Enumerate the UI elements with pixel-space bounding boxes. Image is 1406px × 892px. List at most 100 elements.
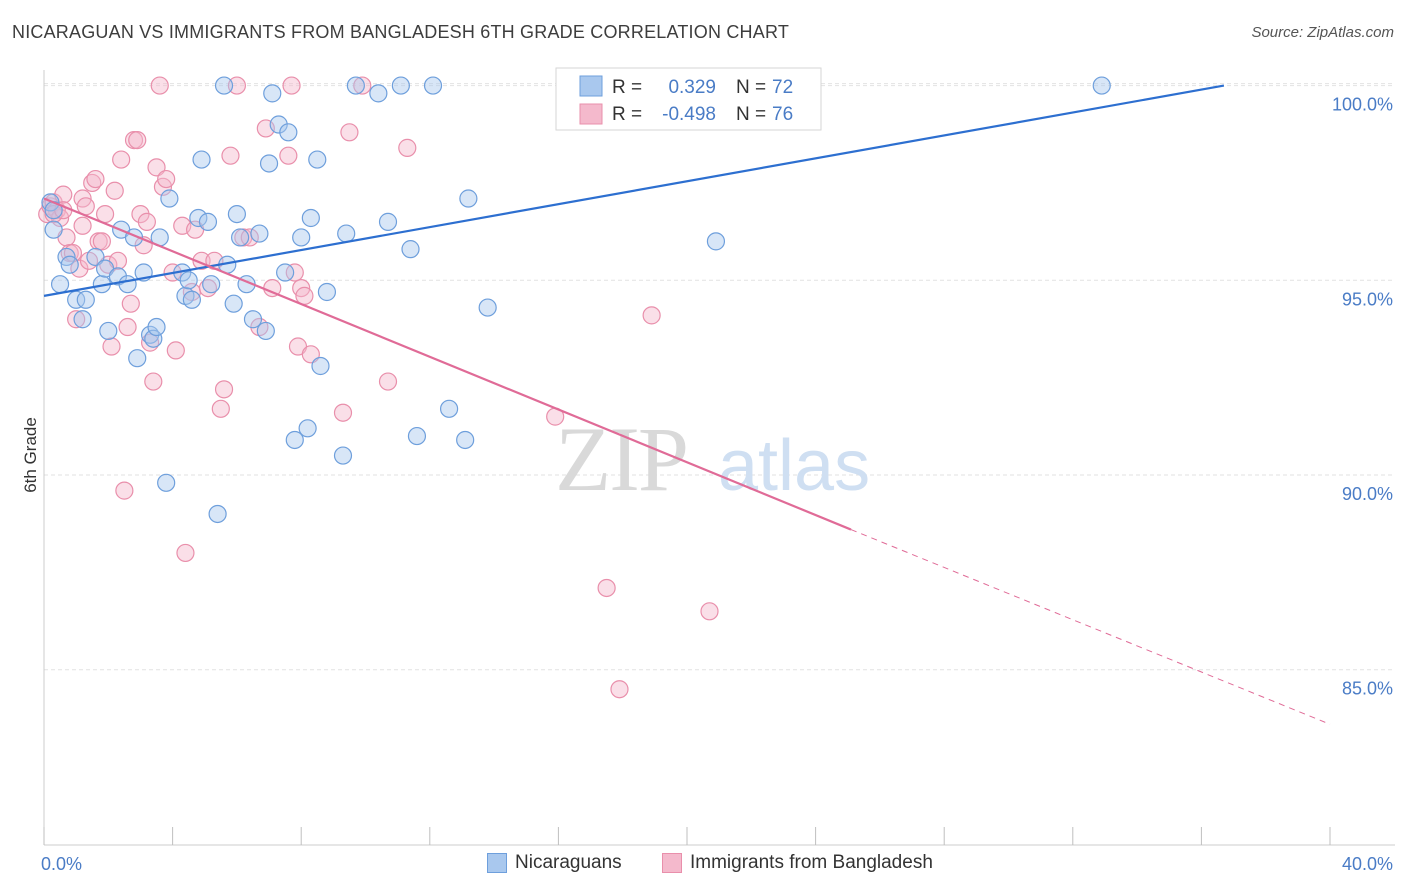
point-nicaraguans — [308, 150, 327, 169]
point-nicaraguans — [227, 204, 246, 224]
point-bangladesh — [398, 138, 417, 157]
point-nicaraguans — [456, 430, 475, 450]
point-bangladesh — [147, 158, 166, 177]
correlation-legend: R = 0.329 N = 72 R = -0.498 N = 76 — [555, 67, 822, 131]
legend-n-value-1: 72 — [772, 77, 793, 98]
point-bangladesh — [73, 216, 92, 235]
point-bangladesh — [642, 306, 661, 325]
point-nicaraguans — [60, 255, 79, 274]
point-nicaraguans — [67, 290, 86, 309]
point-bangladesh — [597, 578, 616, 598]
legend-item-bangladesh: Immigrants from Bangladesh — [662, 852, 933, 874]
point-nicaraguans — [192, 150, 211, 169]
point-bangladesh — [166, 341, 185, 360]
point-bangladesh — [102, 337, 121, 356]
point-nicaraguans — [157, 473, 176, 492]
point-bangladesh — [121, 294, 140, 313]
point-bangladesh — [115, 481, 134, 500]
point-bangladesh — [137, 212, 156, 231]
point-nicaraguans — [259, 154, 279, 173]
point-nicaraguans — [118, 275, 137, 294]
point-nicaraguans — [276, 263, 295, 282]
trend-line-nicaraguans — [43, 84, 1225, 297]
point-bangladesh — [221, 146, 240, 165]
point-bangladesh — [92, 232, 111, 251]
point-bangladesh — [157, 169, 176, 189]
point-bangladesh — [150, 76, 169, 95]
point-bangladesh — [700, 602, 719, 621]
point-bangladesh — [227, 76, 246, 95]
point-nicaraguans — [214, 76, 234, 95]
point-nicaraguans — [301, 208, 320, 228]
legend-item-nicaraguans: Nicaraguans — [487, 852, 622, 874]
points-bangladesh — [38, 76, 719, 699]
point-nicaraguans — [706, 232, 726, 251]
point-nicaraguans — [147, 317, 166, 337]
legend-n-label-1: N = — [736, 77, 766, 98]
y-tick-label: 95.0% — [1342, 289, 1393, 309]
point-nicaraguans — [208, 504, 227, 524]
point-bangladesh — [214, 380, 234, 399]
point-nicaraguans — [179, 271, 198, 290]
point-nicaraguans — [76, 290, 95, 309]
point-bangladesh — [128, 131, 147, 150]
legend-r-value-1: 0.329 — [668, 77, 716, 98]
legend-swatch-pink — [579, 103, 603, 125]
point-nicaraguans — [86, 247, 105, 267]
grid-lines — [44, 83, 1395, 671]
point-bangladesh — [70, 259, 89, 278]
point-nicaraguans — [182, 290, 201, 309]
point-nicaraguans — [478, 298, 497, 317]
point-nicaraguans — [231, 228, 250, 247]
point-nicaraguans — [160, 189, 179, 208]
x-tick-label-max: 40.0% — [1342, 854, 1393, 874]
watermark: ZIP atlas — [555, 408, 870, 510]
point-bangladesh — [353, 76, 372, 95]
point-nicaraguans — [279, 123, 298, 142]
point-nicaraguans — [369, 84, 388, 103]
trend-line-bangladesh-extrapolated — [850, 529, 1331, 725]
point-nicaraguans — [292, 228, 311, 247]
point-nicaraguans — [407, 426, 427, 446]
legend-n-label-2: N = — [736, 104, 766, 125]
point-bangladesh — [240, 228, 259, 247]
point-bangladesh — [67, 310, 86, 329]
point-nicaraguans — [243, 310, 263, 329]
point-nicaraguans — [44, 220, 63, 239]
point-bangladesh — [340, 123, 359, 142]
point-nicaraguans — [256, 321, 275, 341]
point-bangladesh — [285, 263, 304, 282]
point-nicaraguans — [224, 294, 243, 313]
point-nicaraguans — [198, 212, 218, 231]
point-nicaraguans — [99, 321, 118, 341]
legend-swatch-bangladesh — [662, 853, 682, 873]
legend-r-label-2: R = — [612, 104, 642, 125]
watermark-atlas: atlas — [718, 426, 870, 506]
point-nicaraguans — [108, 267, 128, 286]
legend-r-label-1: R = — [612, 77, 642, 98]
point-nicaraguans — [250, 224, 269, 243]
point-nicaraguans — [317, 282, 337, 302]
point-bangladesh — [301, 345, 320, 364]
point-nicaraguans — [401, 240, 420, 259]
point-bangladesh — [144, 372, 163, 391]
point-nicaraguans — [50, 275, 70, 294]
legend-swatch-nicaraguans — [487, 853, 507, 873]
point-bangladesh — [610, 680, 629, 699]
point-bangladesh — [118, 317, 137, 337]
point-nicaraguans — [263, 84, 282, 103]
point-nicaraguans — [1092, 76, 1111, 95]
point-bangladesh — [211, 399, 230, 418]
x-tick-label-min: 0.0% — [41, 854, 82, 874]
tick-labels: 85.0% 90.0% 95.0% 100.0% 0.0% 40.0% — [41, 95, 1393, 874]
point-bangladesh — [176, 543, 195, 563]
point-bangladesh — [112, 150, 131, 169]
point-nicaraguans — [333, 446, 353, 465]
point-nicaraguans — [311, 356, 330, 376]
point-nicaraguans — [337, 224, 356, 243]
point-nicaraguans — [423, 76, 443, 95]
point-bangladesh — [279, 146, 298, 165]
point-nicaraguans — [346, 76, 365, 95]
point-nicaraguans — [439, 399, 459, 418]
legend-n-value-2: 76 — [772, 104, 793, 125]
